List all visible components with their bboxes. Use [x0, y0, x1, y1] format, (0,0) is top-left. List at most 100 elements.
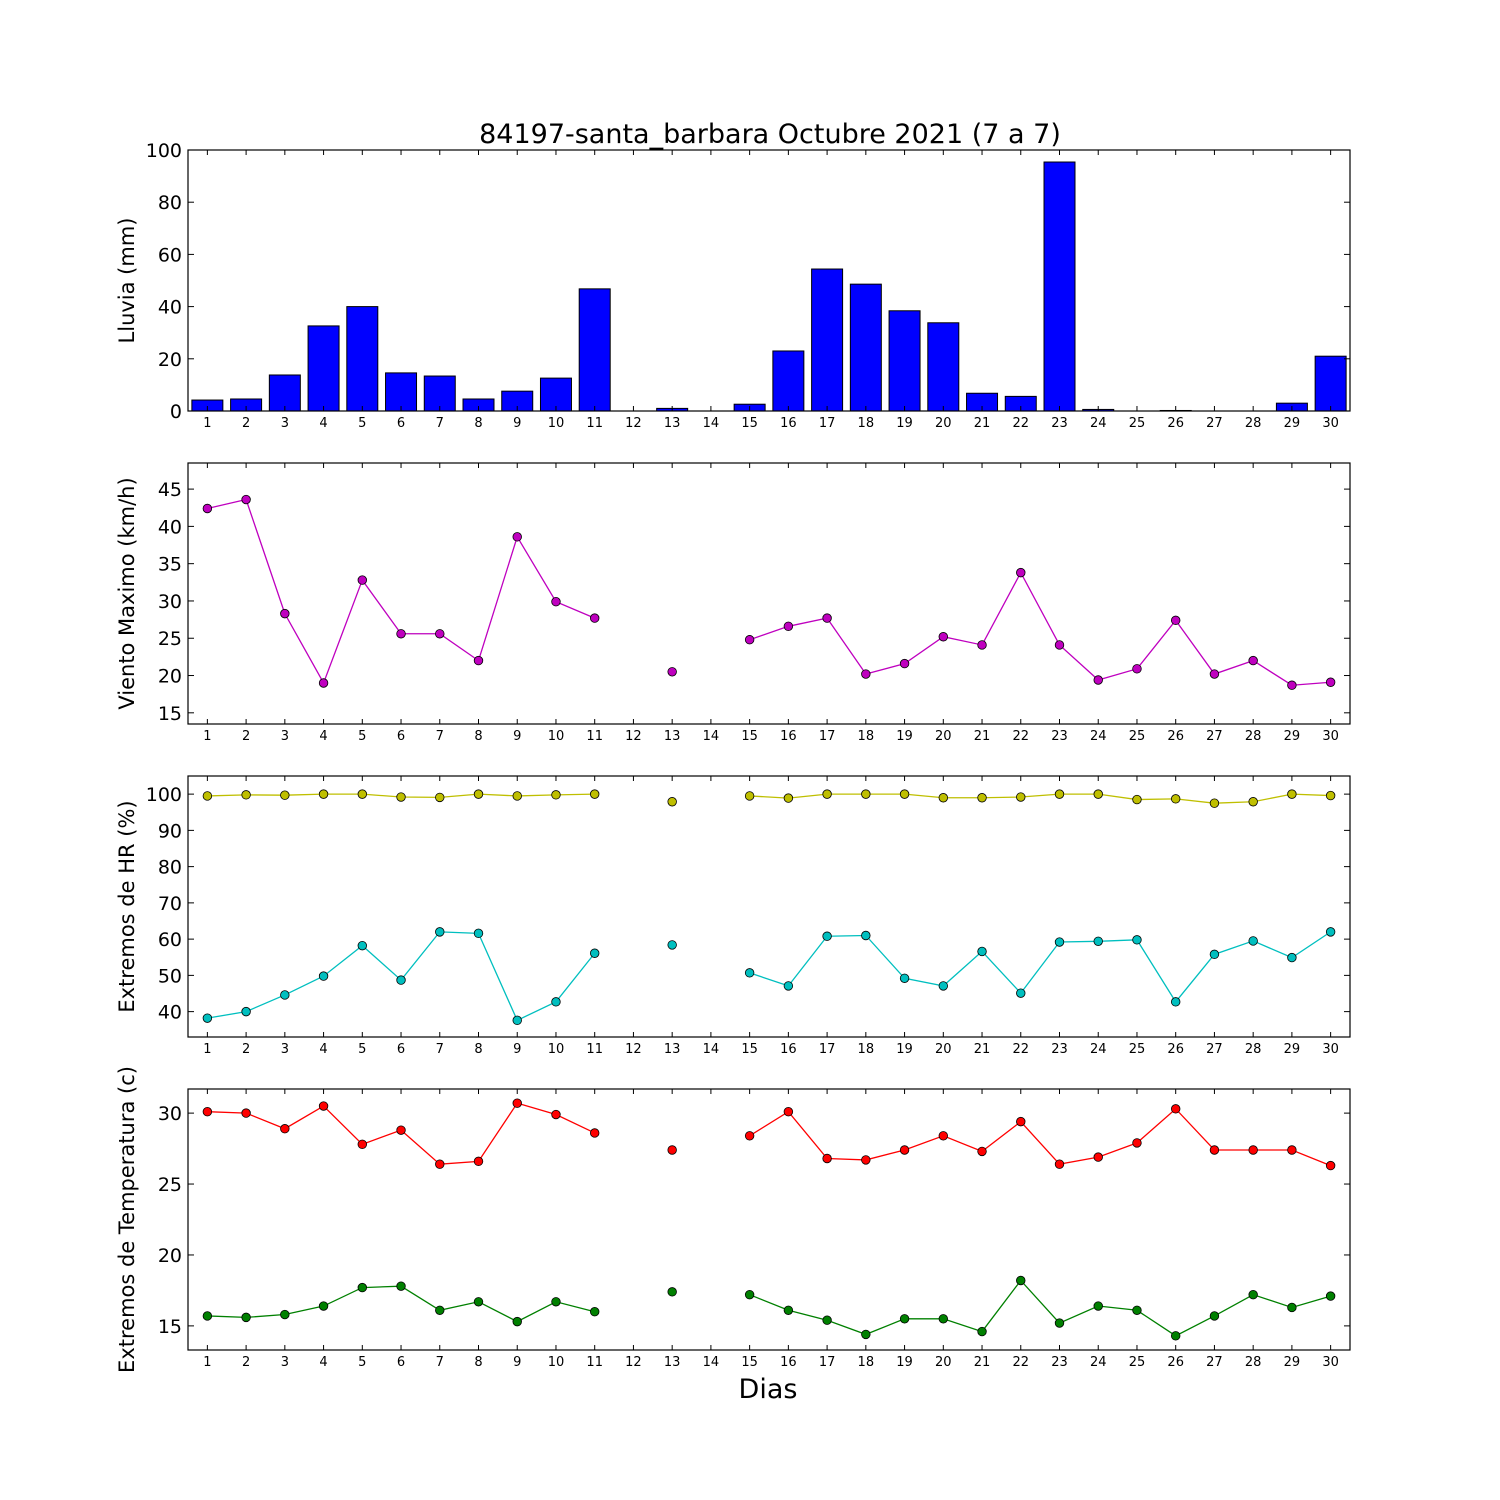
x-tick-label: 11	[586, 729, 603, 744]
y-tick-label: 100	[146, 784, 182, 806]
series-2-point-day-15	[744, 968, 755, 978]
x-tick-label: 11	[586, 416, 603, 431]
series-2-point-day-3	[280, 990, 290, 1000]
series-1-line	[749, 571, 1331, 686]
series-1-point-day-7	[435, 792, 445, 803]
x-tick-label: 27	[1206, 1355, 1223, 1370]
x-tick-label: 18	[858, 1042, 875, 1057]
bar-day-4	[307, 325, 340, 412]
x-tick-label: 27	[1206, 1042, 1223, 1057]
y-tick-label: 80	[158, 192, 182, 214]
x-tick-label: 18	[858, 1355, 875, 1370]
series-2-point-day-4	[318, 971, 329, 981]
series-2-point-day-16	[783, 981, 794, 991]
x-tick-label: 9	[513, 729, 521, 744]
x-tick-label: 7	[436, 729, 444, 744]
x-tick-label: 17	[819, 1355, 836, 1370]
x-tick-label: 13	[664, 1355, 681, 1370]
x-tick-label: 21	[974, 416, 991, 431]
series-2-point-day-6	[396, 975, 406, 985]
series-1-point-day-10	[551, 790, 561, 800]
x-tick-label: 2	[242, 729, 250, 744]
x-tick-label: 20	[935, 1042, 952, 1057]
x-tick-label: 26	[1167, 1355, 1184, 1370]
series-2-point-day-1	[202, 1013, 213, 1023]
bar-day-19	[888, 310, 921, 412]
series-1-point-day-21	[977, 640, 987, 650]
y-tick-label: 25	[158, 628, 182, 650]
series-2-point-day-10	[551, 997, 561, 1007]
x-tick-label: 16	[780, 729, 797, 744]
x-tick-label: 13	[664, 416, 681, 431]
series-2-line	[749, 931, 1331, 1003]
x-tick-label: 23	[1051, 729, 1068, 744]
x-tick-label: 14	[703, 729, 720, 744]
x-tick-label: 5	[358, 729, 366, 744]
series-2-point-day-13	[667, 940, 677, 950]
x-tick-label: 12	[625, 1042, 642, 1057]
x-tick-label: 9	[513, 1042, 521, 1057]
plot-frame	[187, 775, 1351, 1038]
series-1-point-day-11	[590, 789, 600, 799]
series-1-point-day-29	[1287, 1145, 1297, 1155]
y-tick-label: 30	[158, 1103, 182, 1125]
series-1-point-day-29	[1287, 789, 1297, 799]
x-tick-label: 6	[397, 1355, 405, 1370]
series-1-point-day-28	[1248, 655, 1258, 666]
x-tick-label: 16	[780, 416, 797, 431]
series-2-point-day-8	[473, 1297, 484, 1307]
y-tick-label: 20	[158, 1245, 182, 1267]
y-tick-label: 40	[158, 516, 182, 538]
x-tick-label: 4	[319, 416, 327, 431]
bar-day-6	[385, 372, 418, 412]
x-tick-label: 29	[1284, 1042, 1301, 1057]
x-tick-label: 23	[1051, 416, 1068, 431]
series-2-point-day-17	[822, 931, 832, 941]
series-1-point-day-11	[590, 1128, 600, 1138]
series-2-point-day-11	[590, 1306, 600, 1317]
series-2-point-day-28	[1248, 936, 1258, 946]
series-1-line	[749, 1107, 1331, 1167]
x-tick-label: 15	[741, 729, 758, 744]
series-2-point-day-29	[1287, 1302, 1297, 1313]
series-2-point-day-22	[1016, 988, 1026, 998]
series-1-point-day-8	[473, 655, 484, 666]
series-2-point-day-2	[241, 1006, 251, 1017]
y-tick-label: 20	[158, 666, 182, 688]
series-1-point-day-23	[1054, 789, 1065, 799]
panel-2: 1 2 3 4 5 6 7 8 9 10 11 12 13 14 15 16 17 18 19 20 21 22 23 24 2…	[115, 462, 1351, 744]
x-tick-label: 30	[1322, 1042, 1339, 1057]
y-tick-label: 40	[158, 297, 182, 319]
y-tick-label: 30	[158, 591, 182, 613]
x-tick-label: 20	[935, 416, 952, 431]
bar-day-20	[927, 322, 960, 412]
series-1-point-day-15	[744, 791, 755, 801]
x-tick-label: 22	[1012, 729, 1029, 744]
x-tick-label: 6	[397, 416, 405, 431]
x-tick-label: 28	[1245, 416, 1262, 431]
series-1-point-day-7	[435, 1159, 445, 1169]
series-1-point-day-2	[241, 494, 251, 505]
x-tick-label: 3	[281, 729, 289, 744]
bar-day-3	[268, 374, 301, 412]
x-tick-label: 17	[819, 1042, 836, 1057]
x-tick-label: 25	[1129, 1355, 1146, 1370]
x-tick-label: 18	[858, 416, 875, 431]
series-1-point-day-16	[783, 793, 794, 803]
x-tick-label: 26	[1167, 416, 1184, 431]
series-1-point-day-22	[1016, 1116, 1026, 1127]
x-tick-label: 15	[741, 1042, 758, 1057]
series-2-point-day-10	[551, 1297, 561, 1307]
x-tick-label: 12	[625, 416, 642, 431]
y-tick-label: 25	[158, 1174, 182, 1196]
x-tick-label: 5	[358, 1355, 366, 1370]
x-tick-label: 8	[474, 416, 482, 431]
series-1-point-day-27	[1209, 669, 1220, 679]
bar-day-10	[539, 377, 572, 412]
series-1-point-day-9	[512, 791, 522, 801]
series-1-point-day-20	[938, 632, 949, 642]
series-1-point-day-25	[1132, 794, 1142, 805]
x-tick-label: 10	[548, 729, 565, 744]
series-1-point-day-4	[318, 1101, 329, 1111]
series-2-point-day-8	[473, 928, 484, 939]
